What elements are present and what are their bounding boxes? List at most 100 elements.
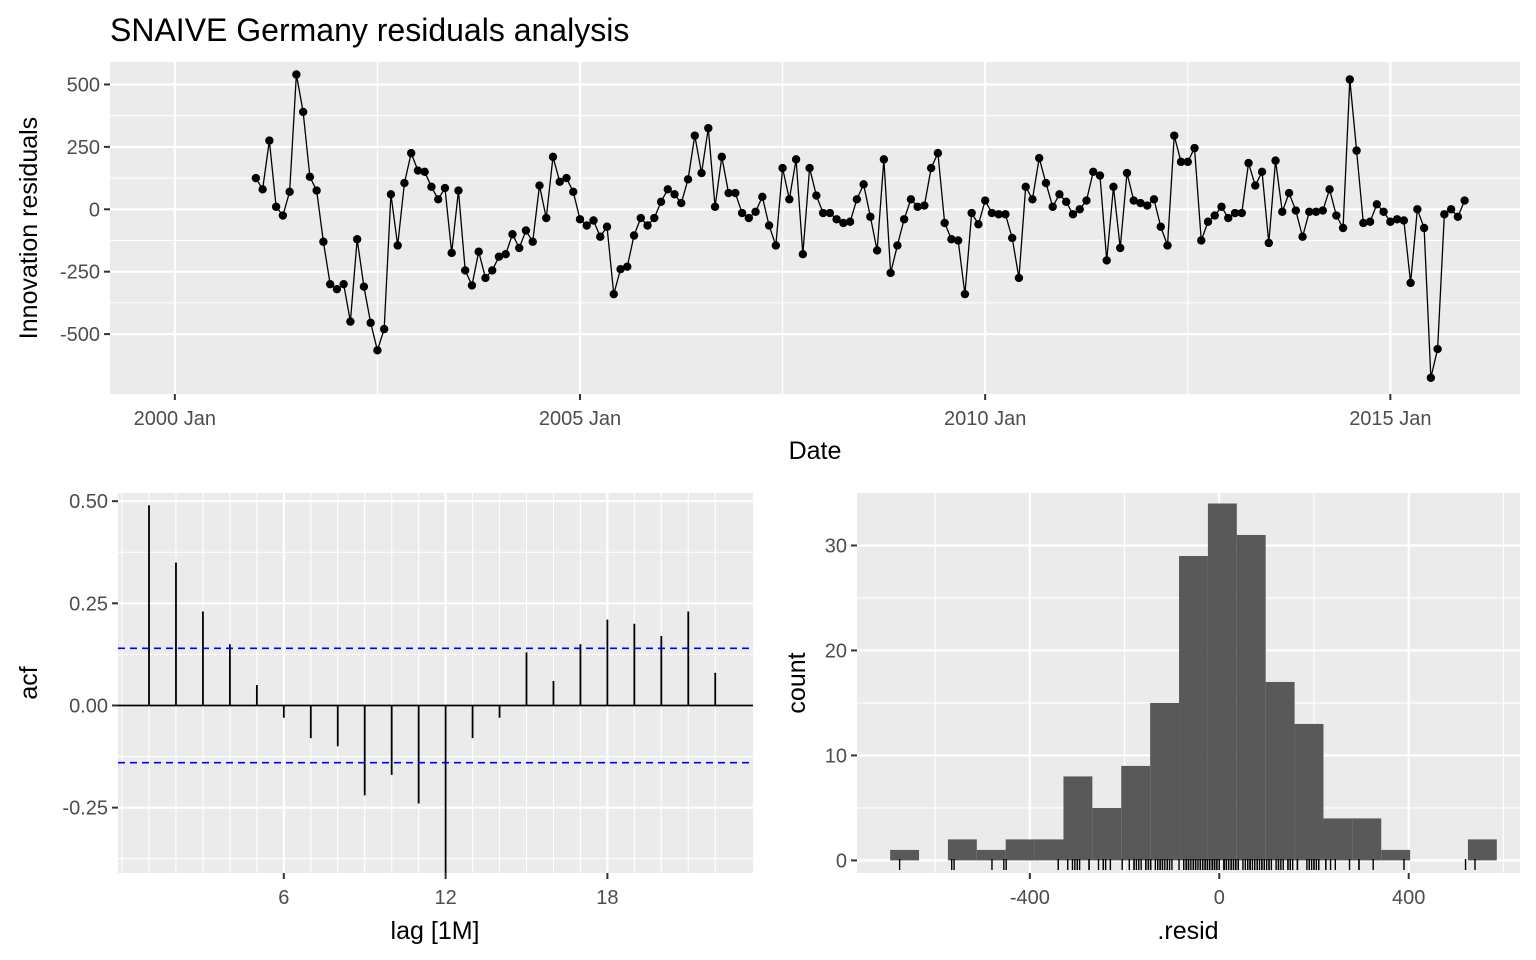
residual-line (255, 74, 1466, 378)
residual-point (488, 266, 497, 275)
residual-point (1143, 201, 1152, 210)
residual-point (251, 173, 261, 183)
residual-point (670, 190, 679, 199)
residual-point (1440, 210, 1449, 219)
histogram-bar (1092, 807, 1122, 861)
residual-point (1102, 256, 1111, 265)
residual-point (967, 208, 976, 218)
residual-point (1365, 217, 1375, 226)
residual-point (1426, 373, 1436, 382)
residual-point (373, 346, 382, 355)
acf-plot: -0.25 0.00 0.25 0.50 6 12 18 lag [1M] acf (15, 491, 753, 945)
residual-point (690, 131, 699, 140)
residual-point (400, 178, 409, 188)
residual-point (683, 175, 693, 184)
timeseries-y-axis-title: Innovation residuals (15, 117, 43, 339)
residual-point (994, 210, 1003, 219)
timeseries-y-tick-label: 0 (89, 199, 100, 221)
histogram-bar (976, 849, 1006, 861)
residual-point (393, 241, 402, 250)
residual-point (812, 191, 821, 200)
residual-point (1062, 197, 1071, 206)
residual-point (1007, 233, 1017, 243)
residual-point (555, 177, 564, 187)
residual-point (697, 168, 706, 178)
residual-point (319, 237, 328, 246)
residual-point (366, 318, 375, 328)
residual-point (609, 289, 618, 299)
histogram-bar (1121, 765, 1151, 861)
residual-point (528, 237, 537, 246)
residual-point (663, 185, 672, 194)
residual-point (1041, 178, 1051, 188)
residual-point (1136, 198, 1145, 208)
residual-point (926, 163, 936, 173)
residual-point (852, 195, 862, 204)
histogram-bar (1150, 702, 1180, 861)
residual-point (271, 202, 281, 211)
residual-point (535, 181, 544, 190)
residual-point (1257, 167, 1267, 177)
acf-y-tick-label: -0.25 (62, 798, 108, 820)
residuals-histogram: 0 10 20 30 -400 0 400 .resid count (783, 493, 1520, 945)
residual-point (298, 107, 308, 117)
histogram-bar (1236, 534, 1266, 861)
acf-x-tick-label: 12 (434, 887, 456, 909)
acf-x-tick-label: 18 (596, 887, 618, 909)
residual-point (501, 250, 510, 259)
residual-point (825, 208, 835, 218)
timeseries-y-tick-label: 250 (67, 137, 100, 159)
residual-point (433, 195, 443, 204)
residual-point (872, 246, 882, 255)
residual-point (1284, 188, 1294, 198)
residual-point (1021, 182, 1030, 192)
residual-point (481, 273, 490, 283)
histogram-bar (1294, 723, 1324, 861)
histogram-bar (1381, 849, 1411, 861)
residual-point (1318, 206, 1328, 215)
residual-point (785, 195, 794, 204)
residual-point (1122, 168, 1132, 178)
residual-point (454, 186, 463, 195)
residual-point (650, 213, 659, 223)
residual-point (339, 279, 348, 289)
residual-point (913, 202, 922, 211)
residual-point (352, 235, 362, 244)
timeseries-x-tick-label: 2010 Jan (944, 408, 1026, 430)
residual-point (1156, 222, 1165, 231)
residuals-time-series: -500 -250 0 250 500 2000 Jan 2005 Jan 2010 Jan 2… (15, 62, 1520, 465)
residual-point (1176, 157, 1186, 167)
residual-point (386, 190, 396, 199)
residual-point (866, 212, 875, 221)
timeseries-x-axis-title: Date (789, 437, 842, 465)
residual-point (1055, 190, 1064, 199)
residual-point (1392, 215, 1402, 224)
timeseries-x-tick-label: 2005 Jan (539, 408, 621, 430)
timeseries-x-tick-label: 2000 Jan (134, 408, 216, 430)
residual-point (1446, 205, 1456, 214)
residual-point (731, 188, 740, 198)
residual-point (859, 180, 868, 189)
residual-point (312, 186, 321, 195)
residual-point (1433, 344, 1442, 354)
residual-point (1190, 143, 1199, 153)
residual-point (461, 266, 470, 275)
residual-point (258, 185, 267, 194)
residual-point (643, 221, 652, 230)
timeseries-y-tick-label: -250 (60, 262, 100, 284)
residual-point (359, 282, 369, 291)
histogram-bar (1034, 839, 1064, 861)
residual-point (1075, 205, 1084, 214)
residual-point (656, 197, 666, 206)
residual-point (602, 222, 612, 231)
histogram-y-tick-label: 30 (825, 535, 847, 557)
residual-point (332, 284, 342, 294)
residual-point (1359, 218, 1368, 228)
acf-x-tick-label: 6 (278, 887, 289, 909)
residual-point (920, 201, 929, 210)
residual-point (704, 123, 713, 133)
histogram-x-axis-title: .resid (1157, 917, 1218, 945)
residual-point (845, 217, 855, 226)
residual-point (832, 215, 841, 224)
residual-point (562, 173, 571, 183)
